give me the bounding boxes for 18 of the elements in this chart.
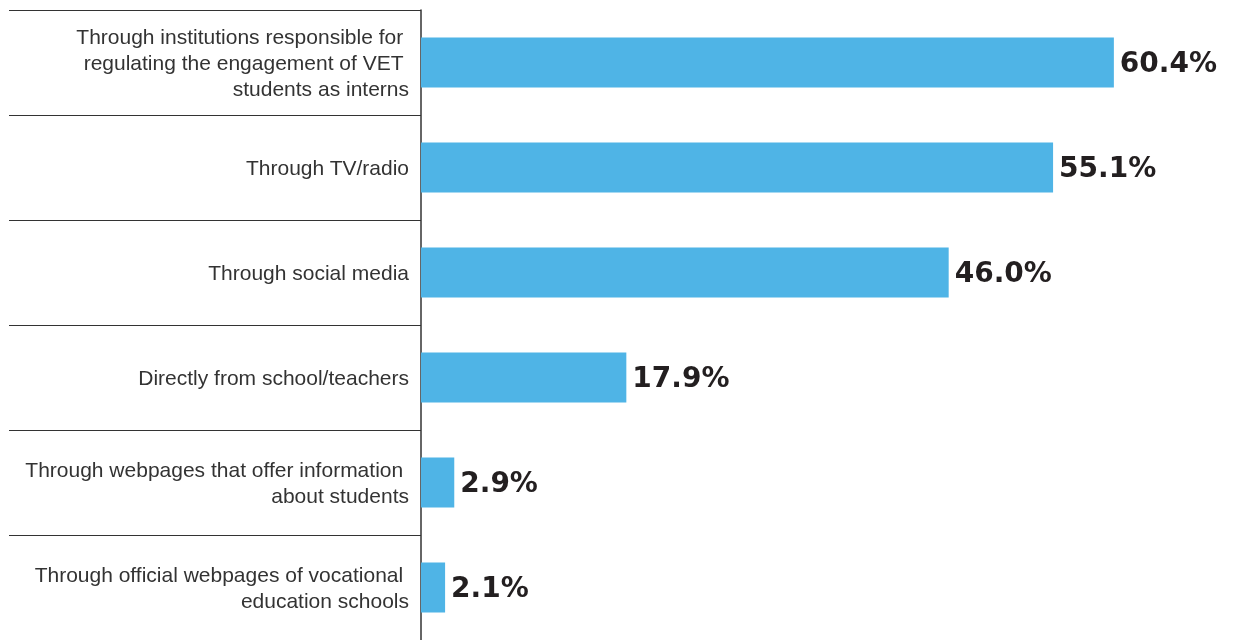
bar: [421, 37, 1114, 88]
data-label: 55.1%: [1059, 151, 1157, 184]
y-tick-label: Through TV/radio: [245, 156, 409, 179]
y-tick-label: Through webpages that offer information about students: [25, 458, 409, 507]
data-label: 2.9%: [460, 466, 538, 499]
y-tick-label: Through institutions responsible for regulating the engagement of VET students as interns: [76, 25, 409, 100]
data-label: 60.4%: [1119, 46, 1218, 79]
data-label: 2.1%: [451, 571, 529, 604]
y-tick-label: Directly from school/teachers: [138, 366, 409, 389]
data-label: 46.0%: [954, 256, 1052, 289]
data-label: 17.9%: [632, 361, 730, 394]
bar: [421, 247, 949, 298]
y-tick-label: Through official webpages of vocational education schools: [34, 563, 409, 612]
bar: [421, 562, 446, 613]
bar: [421, 457, 455, 508]
bar: [421, 142, 1054, 193]
y-tick-label: Through social media: [208, 261, 410, 284]
bar: [421, 352, 627, 403]
